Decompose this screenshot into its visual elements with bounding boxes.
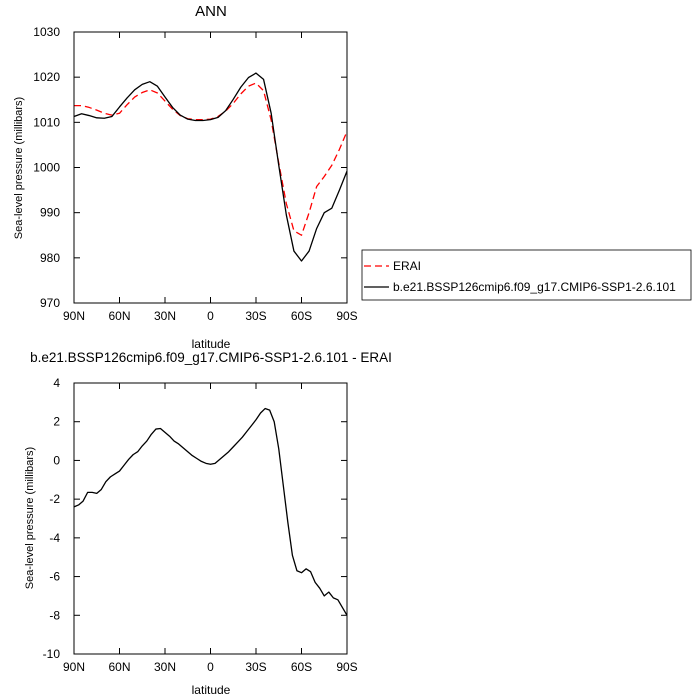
bottom-y-tick-label: -6 [49, 570, 60, 584]
legend-box [361, 249, 692, 301]
top-x-axis-label: latitude [192, 337, 231, 351]
top-x-tick-label: 60S [291, 309, 312, 323]
bottom-y-tick-label: -8 [49, 608, 60, 622]
legend-label-model: b.e21.BSSP126cmip6.f09_g17.CMIP6-SSP1-2.… [393, 280, 676, 294]
top-series-line-1 [73, 72, 348, 262]
top-y-tick-label: 1000 [33, 161, 60, 175]
bottom-y-tick-label: -4 [49, 531, 60, 545]
bottom-x-tick-label: 90N [63, 660, 85, 674]
top-series-group [73, 72, 348, 262]
bottom-y-tick-label: 2 [53, 415, 60, 429]
top-y-tick-label: 1030 [33, 25, 60, 39]
bottom-plot-frame [73, 382, 348, 655]
top-x-tick-label: 90N [63, 309, 85, 323]
bottom-y-tick-label: 4 [53, 376, 60, 390]
top-series-line-0 [74, 82, 348, 236]
top-y-tick-label: 990 [40, 206, 60, 220]
top-x-tick-label: 60N [108, 309, 130, 323]
bottom-x-axis-label: latitude [192, 683, 231, 697]
top-x-tick-label: 30N [154, 309, 176, 323]
bottom-x-tick-label: 60N [108, 660, 130, 674]
legend-label-erai: ERAI [393, 259, 421, 273]
bottom-y-axis-label: Sea-level pressure (millibars) [24, 447, 36, 589]
top-chart-title: ANN [195, 3, 227, 20]
bottom-x-tick-label: 30N [154, 660, 176, 674]
top-y-tick-label: 1020 [33, 70, 60, 84]
top-y-axis-label: Sea-level pressure (millibars) [13, 97, 25, 239]
bottom-series-line-0 [73, 407, 348, 616]
bottom-x-tick-label: 30S [245, 660, 266, 674]
top-y-tick-label: 980 [40, 251, 60, 265]
bottom-x-tick-label: 0 [207, 660, 214, 674]
bottom-x-tick-label: 60S [291, 660, 312, 674]
top-panel: ANN latitude Sea-level pressure (milliba… [13, 3, 358, 351]
bottom-chart-title: b.e21.BSSP126cmip6.f09_g17.CMIP6-SSP1-2.… [30, 350, 392, 365]
top-plot-frame [73, 31, 348, 304]
bottom-y-tick-label: 0 [53, 453, 60, 467]
top-x-tick-label: 90S [336, 309, 357, 323]
bottom-y-tick-label: -2 [49, 492, 60, 506]
bottom-y-tick-label: -10 [43, 647, 61, 661]
bottom-series-group [73, 407, 348, 616]
legend: ERAI b.e21.BSSP126cmip6.f09_g17.CMIP6-SS… [361, 249, 692, 301]
bottom-x-tick-label: 90S [336, 660, 357, 674]
top-x-tick-label: 0 [207, 309, 214, 323]
top-axis-ticks: 90N 60N 30N 0 30S 60S 90S 970 980 990 1000 1010 1020… [33, 25, 357, 323]
bottom-axis-ticks: 90N 60N 30N 0 30S 60S 90S -10 -8 -6 -4 -2 0 2 4 [43, 376, 358, 674]
bottom-panel: b.e21.BSSP126cmip6.f09_g17.CMIP6-SSP1-2.… [24, 350, 392, 697]
top-x-tick-label: 30S [245, 309, 266, 323]
top-y-tick-label: 1010 [33, 115, 60, 129]
top-y-tick-label: 970 [40, 296, 60, 310]
